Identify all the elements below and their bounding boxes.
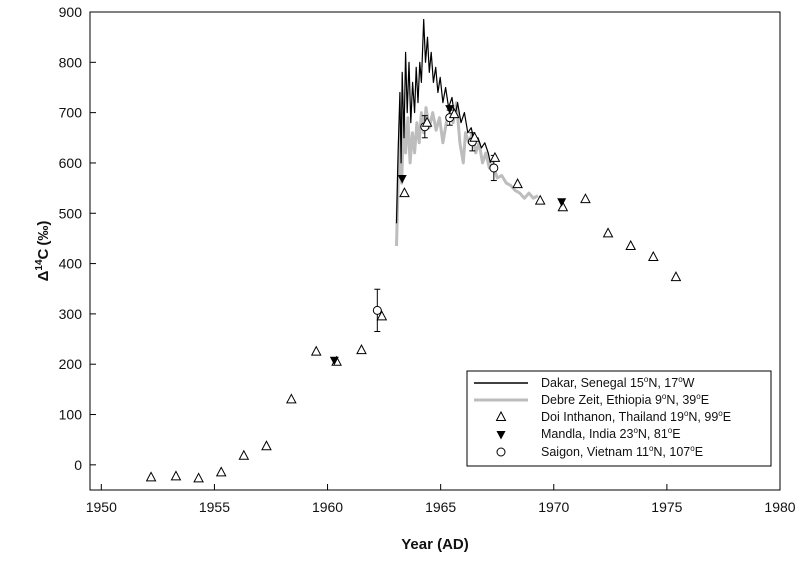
doi-inthanon-point xyxy=(512,178,523,189)
series-3 xyxy=(329,105,567,366)
doi-inthanon-point xyxy=(261,440,272,451)
doi-inthanon-point xyxy=(580,193,591,204)
doi-inthanon-point xyxy=(310,345,322,356)
doi-inthanon-point xyxy=(625,239,637,250)
x-tick-label: 1955 xyxy=(199,499,230,515)
doi-inthanon-point xyxy=(286,393,297,404)
doi-inthanon-point xyxy=(489,151,501,162)
series-4 xyxy=(372,109,499,333)
doi-inthanon-point xyxy=(670,271,682,282)
y-axis: 0 100 200 300 400 500 600 700 800 900 xyxy=(59,4,96,473)
x-axis: 1950 1955 1960 1965 1970 1975 1980 xyxy=(86,484,796,515)
saigon-point xyxy=(372,305,382,315)
x-tick-label: 1960 xyxy=(312,499,343,515)
y-tick-label: 400 xyxy=(59,256,83,272)
x-tick-label: 1950 xyxy=(86,499,117,515)
doi-inthanon-point xyxy=(193,472,204,483)
x-axis-title: Year (AD) xyxy=(401,536,469,553)
doi-inthanon-point xyxy=(238,449,250,460)
x-tick-label: 1970 xyxy=(538,499,569,515)
legend-label-dakar: Dakar, Senegal 15oN, 17oW xyxy=(541,375,695,390)
doi-inthanon-point xyxy=(356,344,367,355)
y-tick-label: 500 xyxy=(59,205,83,221)
doi-inthanon-point xyxy=(145,471,157,482)
legend-marker-mandla xyxy=(496,431,506,440)
legend-label-doi-inthanon: Doi Inthanon, Thailand 19oN, 99oE xyxy=(541,409,731,424)
legend-label-saigon: Saigon, Vietnam 11oN, 107oE xyxy=(541,444,703,459)
y-tick-label: 0 xyxy=(74,457,82,473)
mandla-point xyxy=(557,198,567,207)
legend-box xyxy=(466,370,772,467)
x-tick-label: 1980 xyxy=(764,499,795,515)
doi-inthanon-point xyxy=(557,201,569,212)
legend-marker-saigon xyxy=(496,447,506,457)
x-tick-label: 1965 xyxy=(425,499,456,515)
series-1 xyxy=(395,101,539,247)
doi-inthanon-point xyxy=(399,187,410,198)
y-tick-label: 300 xyxy=(59,306,83,322)
y-axis-title: Δ14C(‰) xyxy=(34,221,52,282)
doi-inthanon-point xyxy=(215,466,227,477)
series-0 xyxy=(395,18,491,224)
doi-inthanon-point xyxy=(421,116,433,127)
legend-label-mandla: Mandla, India 23oN, 81oE xyxy=(541,426,681,441)
doi-inthanon-point xyxy=(170,470,182,481)
doi-inthanon-point xyxy=(448,108,460,119)
y-tick-label: 100 xyxy=(59,407,83,423)
series-2 xyxy=(145,108,682,483)
series-layer xyxy=(145,18,682,483)
y-tick-label: 200 xyxy=(59,356,83,372)
plot-frame xyxy=(89,11,781,491)
doi-inthanon-point xyxy=(534,194,546,205)
legend-marker-doi-inthanon xyxy=(495,410,507,421)
doi-inthanon-point xyxy=(469,131,480,142)
legend: Dakar, Senegal 15oN, 17oW Debre Zeit, Et… xyxy=(466,370,772,467)
doi-inthanon-point xyxy=(376,310,388,321)
y-tick-label: 700 xyxy=(59,105,83,121)
debre-zeit-line xyxy=(395,101,539,247)
y-tick-label: 600 xyxy=(59,155,83,171)
x-tick-label: 1975 xyxy=(651,499,682,515)
saigon-point xyxy=(489,163,499,173)
doi-inthanon-point xyxy=(647,250,659,262)
y-tick-label: 900 xyxy=(59,4,83,20)
doi-inthanon-point xyxy=(602,227,614,238)
mandla-point xyxy=(329,356,339,366)
mandla-point xyxy=(397,175,407,184)
legend-label-debre-zeit: Debre Zeit, Ethiopia 9oN, 39oE xyxy=(541,392,709,407)
y-tick-label: 800 xyxy=(59,54,83,70)
dakar-line xyxy=(395,18,491,224)
mandla-point xyxy=(445,105,455,114)
